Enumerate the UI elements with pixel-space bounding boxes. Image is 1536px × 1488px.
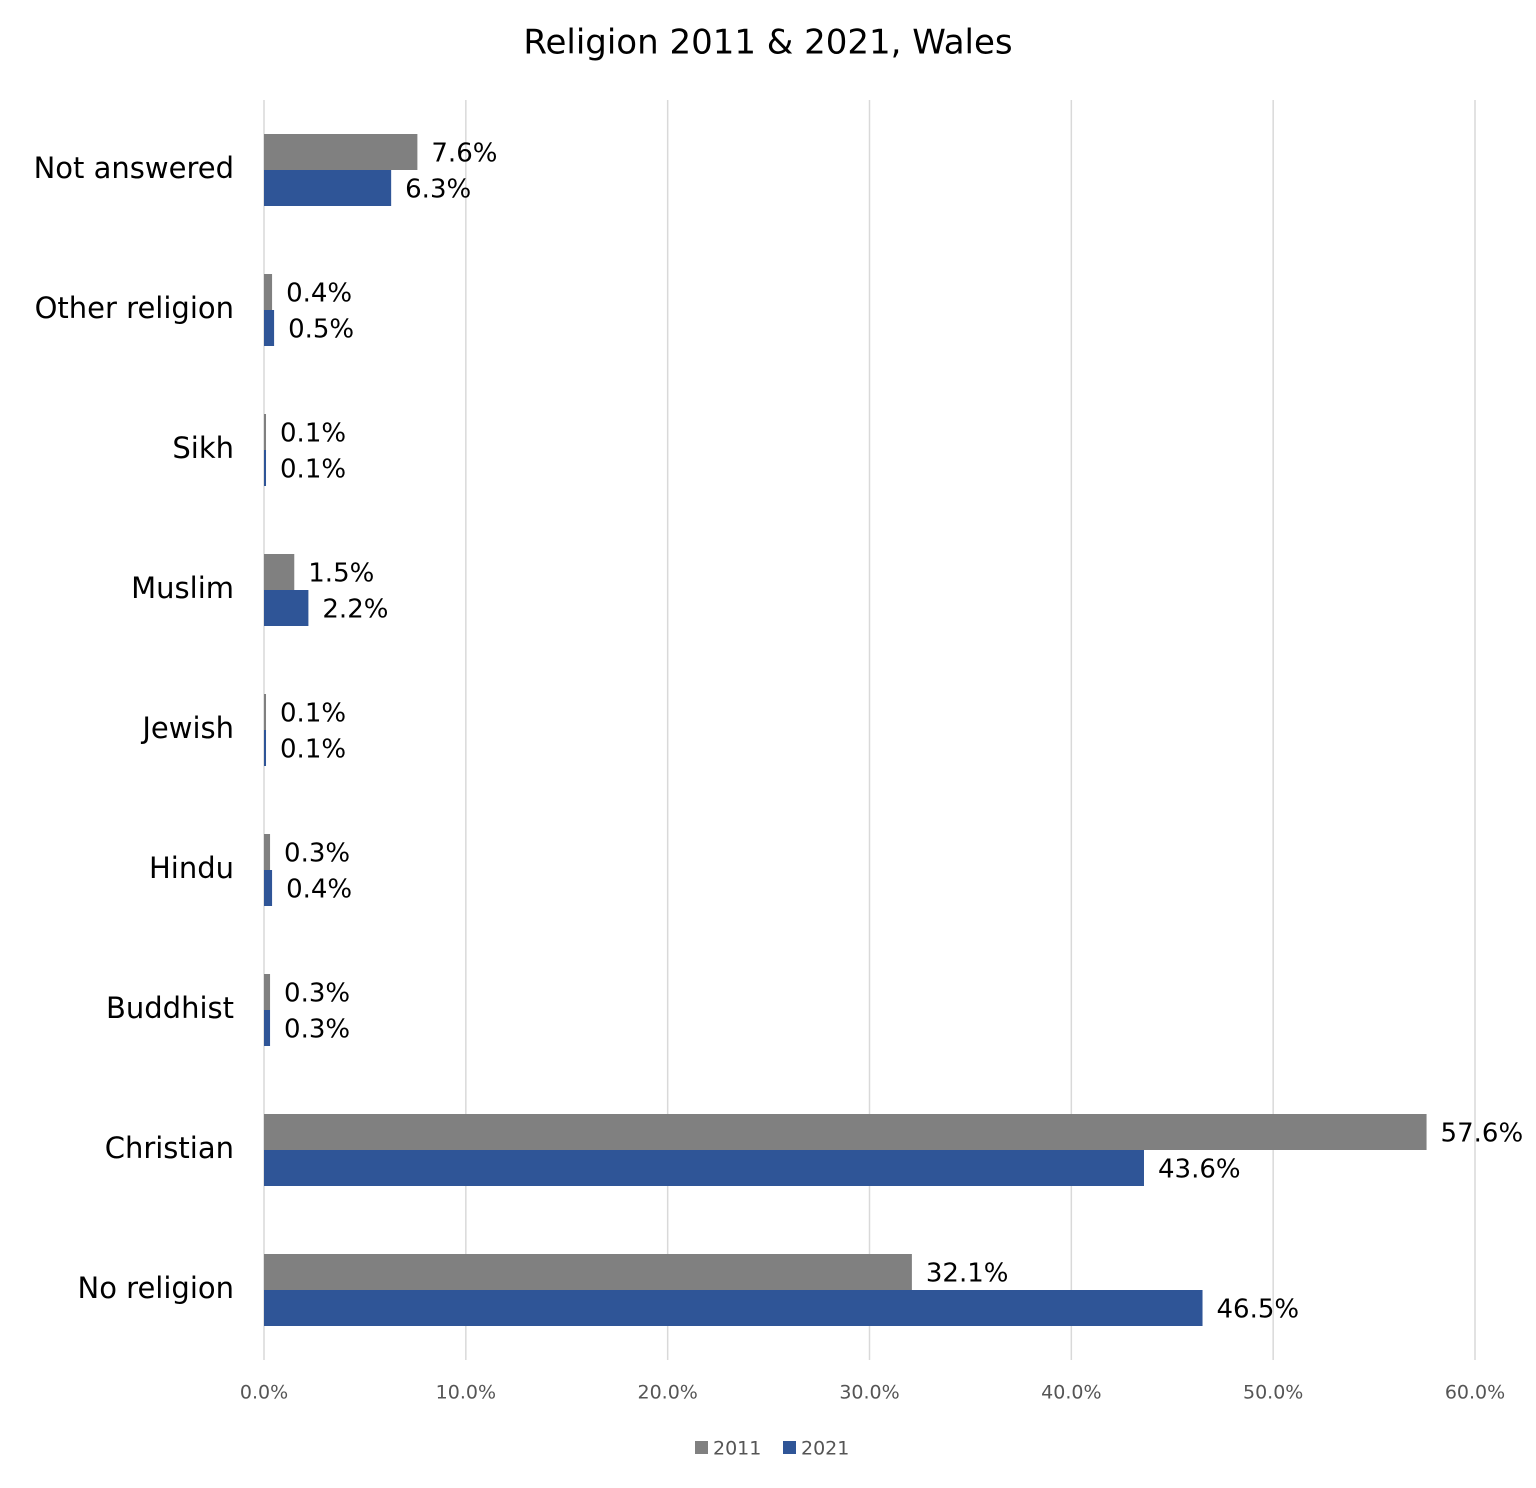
data-label: 7.6%: [431, 139, 497, 169]
data-label: 0.5%: [288, 315, 354, 345]
y-tick-label: Hindu: [149, 851, 234, 885]
data-label: 0.1%: [280, 455, 346, 485]
y-tick-label: Muslim: [131, 571, 234, 605]
x-tick-label: 20.0%: [637, 1382, 697, 1404]
bar: [264, 1010, 271, 1046]
bar: [264, 134, 418, 170]
bar: [264, 414, 267, 450]
y-tick-label: Jewish: [140, 711, 234, 745]
bar: [264, 1254, 912, 1290]
bar: [264, 274, 273, 310]
legend-label: 2011: [713, 1438, 761, 1460]
bar: [264, 1290, 1203, 1326]
data-label: 0.1%: [280, 419, 346, 449]
data-label: 0.3%: [284, 1015, 350, 1045]
bar: [264, 834, 271, 870]
bar: [264, 1150, 1144, 1186]
data-label: 0.3%: [284, 979, 350, 1009]
bar: [264, 590, 309, 626]
y-tick-label: Sikh: [172, 431, 234, 465]
bar: [264, 1114, 1427, 1150]
bar: [264, 730, 267, 766]
x-tick-label: 10.0%: [436, 1382, 496, 1404]
y-tick-label: Buddhist: [106, 991, 234, 1025]
bar: [264, 170, 392, 206]
bar: [264, 310, 275, 346]
chart-title: Religion 2011 & 2021, Wales: [523, 23, 1012, 63]
x-tick-label: 60.0%: [1445, 1382, 1505, 1404]
y-tick-label: Not answered: [34, 151, 234, 185]
data-label: 2.2%: [322, 595, 388, 625]
x-tick-label: 40.0%: [1041, 1382, 1101, 1404]
data-label: 57.6%: [1441, 1119, 1524, 1149]
bar: [264, 694, 267, 730]
data-label: 1.5%: [308, 559, 374, 589]
x-tick-label: 0.0%: [240, 1382, 288, 1404]
data-label: 6.3%: [405, 175, 471, 205]
data-label: 0.4%: [286, 875, 352, 905]
data-label: 0.1%: [280, 735, 346, 765]
legend-label: 2021: [801, 1438, 849, 1460]
y-tick-label: Other religion: [35, 291, 234, 325]
x-tick-label: 50.0%: [1243, 1382, 1303, 1404]
data-label: 43.6%: [1158, 1155, 1241, 1185]
data-label: 0.3%: [284, 839, 350, 869]
bar: [264, 974, 271, 1010]
legend-swatch: [695, 1441, 708, 1454]
y-tick-label: Christian: [105, 1131, 234, 1165]
data-label: 0.4%: [286, 279, 352, 309]
bar: [264, 870, 273, 906]
bar: [264, 450, 267, 486]
data-label: 0.1%: [280, 699, 346, 729]
bar: [264, 554, 295, 590]
legend-swatch: [783, 1441, 796, 1454]
y-tick-label: No religion: [78, 1271, 234, 1305]
data-label: 46.5%: [1217, 1295, 1300, 1325]
x-tick-label: 30.0%: [839, 1382, 899, 1404]
data-label: 32.1%: [926, 1259, 1009, 1289]
